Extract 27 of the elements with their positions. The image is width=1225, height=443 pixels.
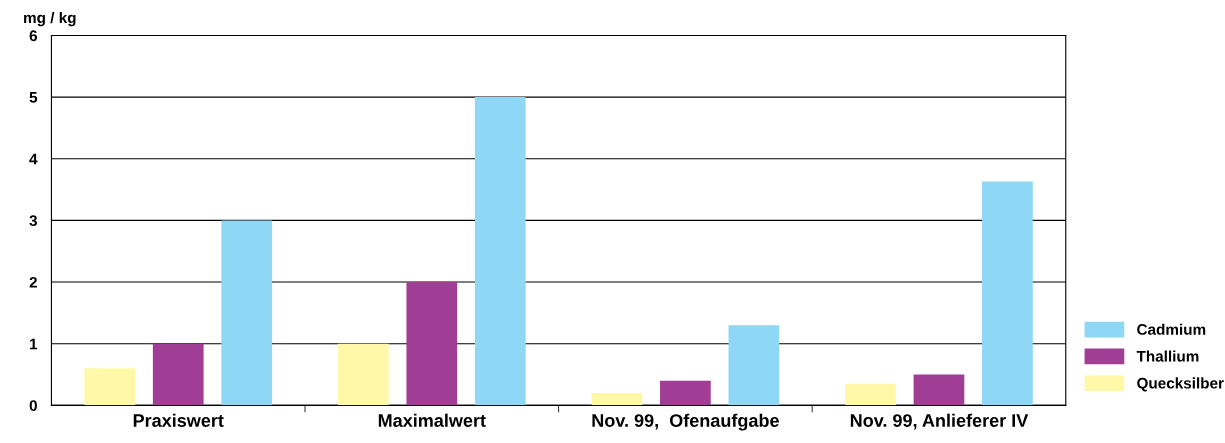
y-tick-label: 1 (30, 338, 38, 350)
x-tick-label: Praxiswert (133, 413, 224, 427)
y-tick-label: 0 (29, 400, 37, 412)
legend-label: Quecksilber (1137, 377, 1224, 392)
bar (337, 343, 389, 406)
y-tick-label: 6 (29, 30, 38, 42)
bar (982, 181, 1033, 406)
bar (845, 383, 896, 406)
bar (474, 97, 526, 406)
legend-label: Thallium (1136, 350, 1199, 362)
y-tick-label: 5 (29, 92, 38, 103)
y-tick-label: 3 (29, 215, 38, 227)
bar (221, 220, 273, 406)
bar (728, 325, 780, 406)
bar (660, 380, 711, 406)
legend-label: Cadmium (1137, 323, 1206, 335)
bar (406, 282, 458, 406)
x-tick-label: Nov. 99, Anlieferer IV (850, 413, 1029, 430)
bar (152, 343, 204, 406)
bar (591, 393, 643, 406)
bar (84, 368, 136, 406)
bar (913, 374, 965, 406)
x-tick-label: Maximalwert (378, 413, 486, 427)
x-tick-label: Nov. 99, Ofenaufgabe (592, 413, 779, 431)
y-tick-label: 2 (29, 276, 37, 288)
y-tick-label: 4 (29, 153, 38, 165)
y-axis-title: mg / kg (24, 11, 76, 27)
